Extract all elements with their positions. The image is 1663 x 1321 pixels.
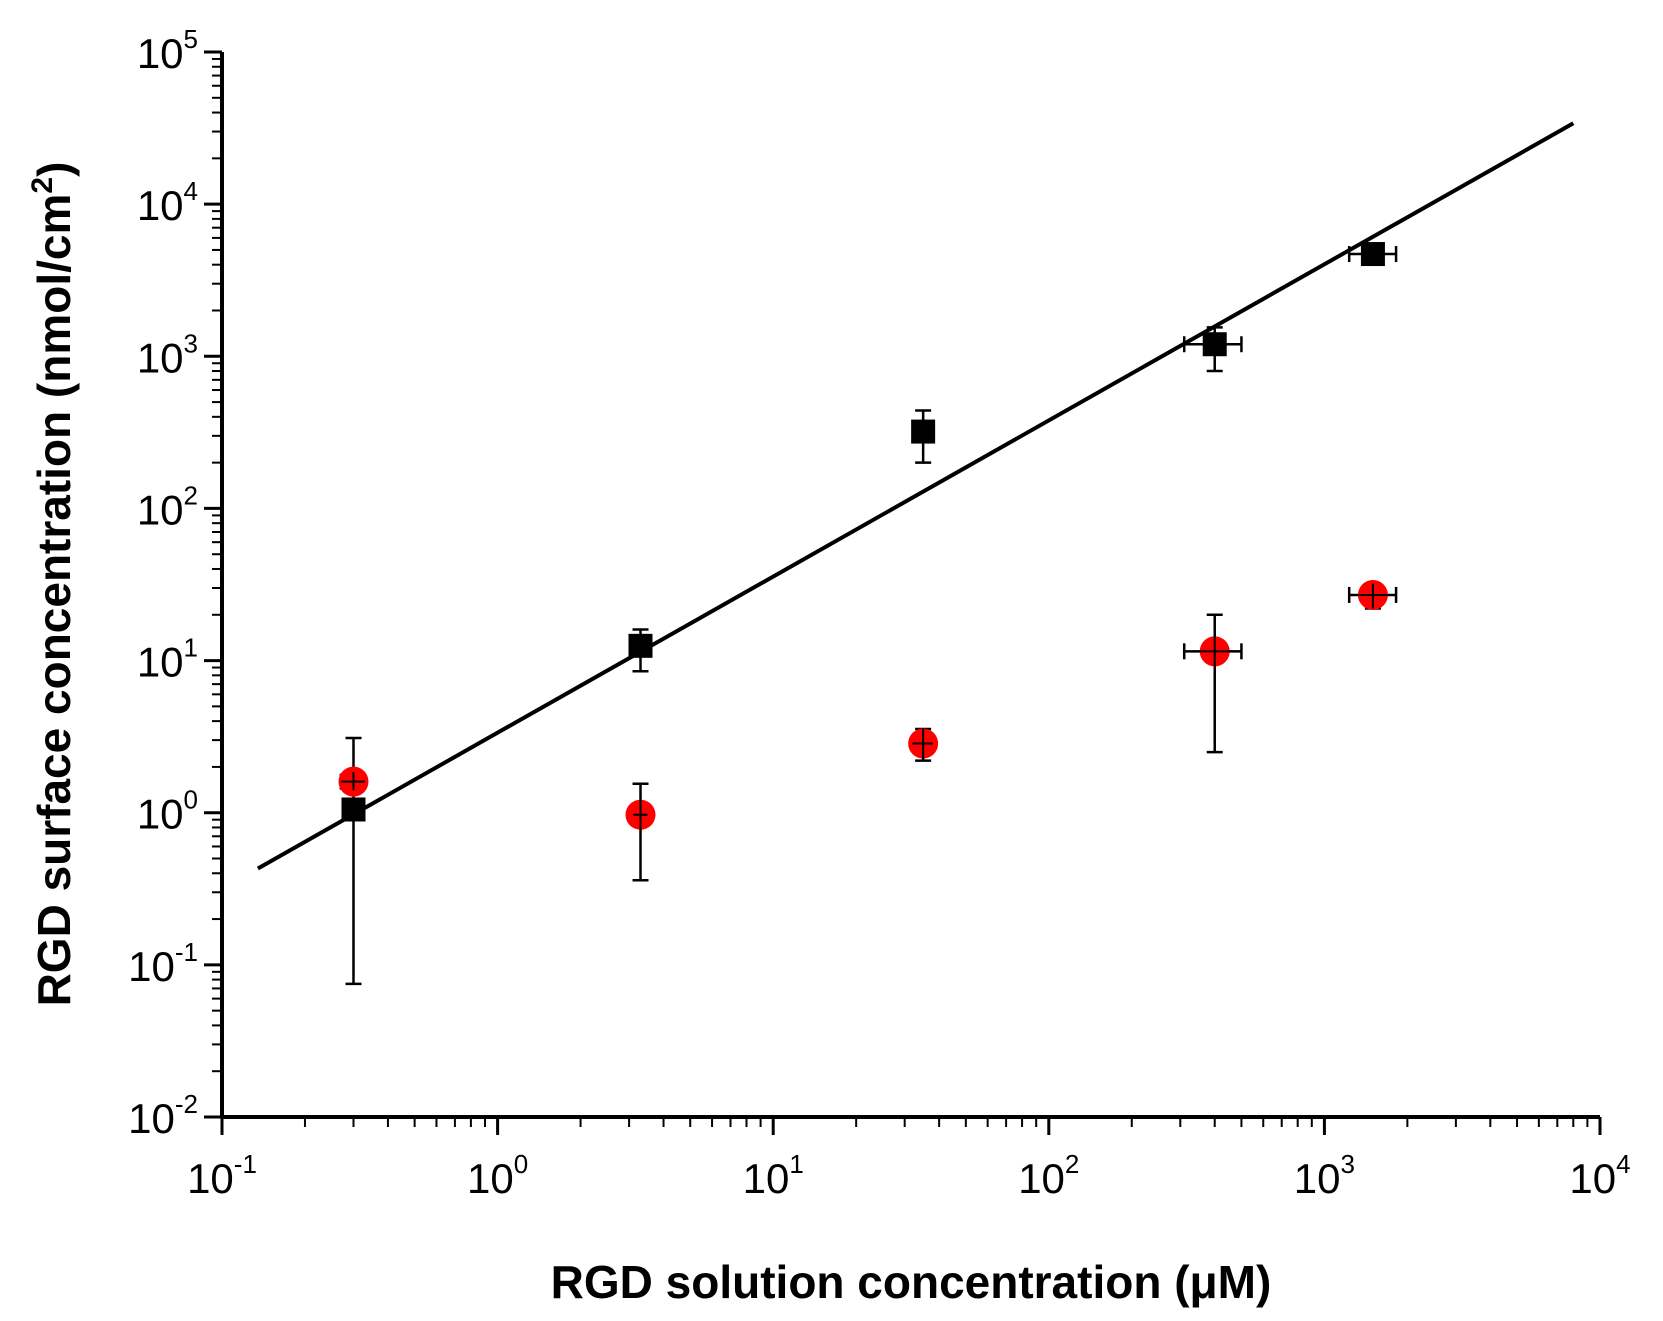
y-tick-base: 10 bbox=[137, 334, 184, 381]
x-tick-label: 103 bbox=[1294, 1149, 1355, 1202]
y-tick-base: 10 bbox=[137, 30, 184, 77]
y-tick-base: 10 bbox=[128, 1095, 175, 1142]
x-tick-base: 10 bbox=[1018, 1155, 1065, 1202]
x-axis-title: RGD solution concentration (μM) bbox=[551, 1256, 1272, 1308]
fit-line-group bbox=[256, 121, 1575, 871]
fit-line bbox=[256, 121, 1575, 871]
y-tick-label: 10-1 bbox=[128, 937, 198, 990]
y-tick-label: 104 bbox=[137, 176, 198, 229]
y-tick-label: 10-2 bbox=[128, 1089, 198, 1142]
y-tick-exponent: 2 bbox=[184, 480, 198, 510]
y-tick-base: 10 bbox=[128, 943, 175, 990]
markers bbox=[338, 242, 1397, 881]
y-tick-label: 102 bbox=[137, 480, 198, 533]
x-tick-label: 102 bbox=[1018, 1149, 1079, 1202]
y-tick-base: 10 bbox=[137, 639, 184, 686]
x-tick-base: 10 bbox=[1569, 1155, 1616, 1202]
x-tick-base: 10 bbox=[743, 1155, 790, 1202]
x-tick-exponent: 0 bbox=[514, 1149, 528, 1179]
y-tick-exponent: -2 bbox=[175, 1089, 198, 1119]
y-axis-title: RGD surface concentration (nmol/cm2) bbox=[26, 162, 80, 1007]
y-tick-exponent: 0 bbox=[184, 785, 198, 815]
x-tick-exponent: -1 bbox=[234, 1149, 257, 1179]
y-tick-exponent: 3 bbox=[184, 328, 198, 358]
y-tick-label: 101 bbox=[137, 633, 198, 686]
x-tick-label: 100 bbox=[467, 1149, 528, 1202]
x-tick-exponent: 2 bbox=[1065, 1149, 1079, 1179]
x-tick-exponent: 1 bbox=[789, 1149, 803, 1179]
x-tick-base: 10 bbox=[1294, 1155, 1341, 1202]
y-tick-base: 10 bbox=[137, 182, 184, 229]
x-tick-base: 10 bbox=[467, 1155, 514, 1202]
y-axis-title-end: ) bbox=[28, 162, 80, 177]
y-tick-exponent: -1 bbox=[175, 937, 198, 967]
ticks: 10-1 100 101 102 103 10410-210-11001011021031… bbox=[128, 24, 1630, 1202]
y-tick-exponent: 5 bbox=[184, 24, 198, 54]
y-axis-title-superscript: 2 bbox=[26, 177, 59, 194]
x-tick-label: 10-1 bbox=[187, 1149, 257, 1202]
data-point-square bbox=[1202, 332, 1227, 357]
error-bars bbox=[339, 246, 1398, 986]
x-tick-label: 101 bbox=[743, 1149, 804, 1202]
x-tick-base: 10 bbox=[187, 1155, 234, 1202]
y-tick-exponent: 1 bbox=[184, 633, 198, 663]
y-tick-base: 10 bbox=[137, 486, 184, 533]
data-point-square bbox=[1360, 242, 1385, 267]
data-point-square bbox=[341, 797, 366, 822]
y-tick-label: 100 bbox=[137, 785, 198, 838]
y-tick-base: 10 bbox=[137, 791, 184, 838]
data-point-square bbox=[911, 419, 936, 444]
x-tick-exponent: 4 bbox=[1616, 1149, 1630, 1179]
y-tick-label: 103 bbox=[137, 328, 198, 381]
plot-frame bbox=[220, 52, 1600, 1119]
x-tick-exponent: 3 bbox=[1341, 1149, 1355, 1179]
y-axis-title-main: RGD surface concentration (nmol/cm bbox=[28, 194, 80, 1007]
y-tick-label: 105 bbox=[137, 24, 198, 77]
y-tick-exponent: 4 bbox=[184, 176, 198, 206]
data-point-square bbox=[628, 633, 653, 658]
x-tick-label: 104 bbox=[1569, 1149, 1630, 1202]
